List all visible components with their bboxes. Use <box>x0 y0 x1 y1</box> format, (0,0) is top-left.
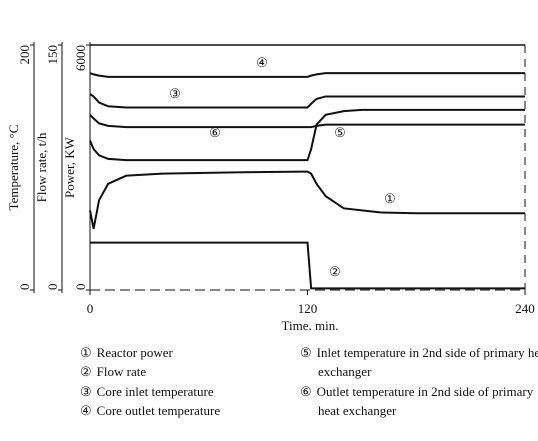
y-tick-label: 0 <box>17 284 32 291</box>
legend-symbol: ② <box>80 364 92 379</box>
x-tick-label: 240 <box>515 301 535 316</box>
legend-symbol: ⑤ <box>300 345 312 360</box>
x-tick-label: 120 <box>298 301 318 316</box>
legend-label: Core outlet temperature <box>96 403 221 418</box>
series-annotation: ⑤ <box>334 125 346 140</box>
series-annotation: ④ <box>256 55 268 70</box>
x-axis-label: Time, min. <box>282 318 339 330</box>
legend-entry: ⑥ Outlet temperature in 2nd side of prima… <box>300 382 538 420</box>
y-tick-label: 0 <box>45 284 60 291</box>
series-line <box>89 93 525 109</box>
legend-entry: ② Flow rate <box>80 362 146 381</box>
series-annotation: ③ <box>169 86 181 101</box>
series-line <box>90 241 525 290</box>
y-tick-label: 200 <box>17 45 32 65</box>
legend-label: Flow rate <box>96 364 147 379</box>
series-line <box>89 114 525 129</box>
series-annotation: ② <box>329 264 341 279</box>
legend-symbol: ① <box>80 345 92 360</box>
series-line <box>89 108 525 162</box>
y-axis-label: Power, KW <box>62 136 77 198</box>
legend-label: Outlet temperature in 2nd side of primar… <box>316 384 534 418</box>
x-tick-label: 0 <box>87 301 94 316</box>
y-tick-label: 6000 <box>73 45 88 71</box>
series-annotation: ① <box>384 191 396 206</box>
y-tick-label: 0 <box>73 284 88 291</box>
y-axis-label: Temperature, °C <box>6 125 21 211</box>
y-axis-label: Flow rate, t/h <box>34 132 49 202</box>
series-line <box>89 72 525 78</box>
legend-entry: ③ Core inlet temperature <box>80 382 214 401</box>
series-line <box>89 170 525 229</box>
legend-label: Core inlet temperature <box>96 384 214 399</box>
legend-label: Inlet temperature in 2nd side of primary… <box>316 345 538 379</box>
chart: Time, min. Temperature, °C 0 200 Flow rate,… <box>6 42 535 330</box>
legend-symbol: ③ <box>80 384 92 399</box>
legend-entry: ① Reactor power <box>80 343 173 362</box>
legend-label: Reactor power <box>96 345 173 360</box>
series-annotation: ⑥ <box>209 125 221 140</box>
y-tick-label: 150 <box>45 45 60 65</box>
legend-entry: ⑤ Inlet temperature in 2nd side of primar… <box>300 343 538 381</box>
legend-symbol: ④ <box>80 403 92 418</box>
legend-entry: ④ Core outlet temperature <box>80 401 220 420</box>
legend-symbol: ⑥ <box>300 384 312 399</box>
